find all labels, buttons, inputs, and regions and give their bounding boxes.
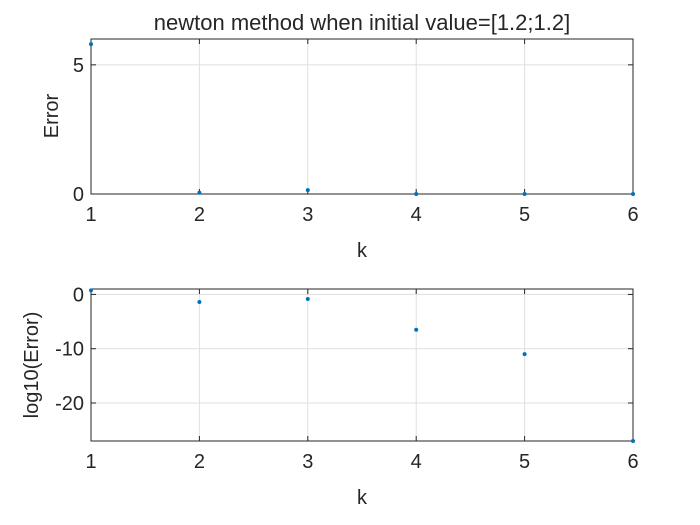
log-error-y-ticks: 0 -10 -20	[55, 284, 633, 415]
x-tick-label: 4	[411, 204, 422, 226]
log-error-x-ticks: 1 2 3 4 5 6	[85, 289, 639, 473]
x-tick-label: 6	[627, 204, 638, 226]
x-tick-label: 5	[519, 204, 530, 226]
x-tick-label: 3	[302, 451, 313, 473]
error-x-axis-label: k	[357, 240, 368, 262]
y-tick-label: 5	[73, 55, 84, 77]
y-tick-label: -20	[55, 393, 84, 415]
log-error-series	[89, 288, 635, 443]
log-error-x-axis-label: k	[357, 487, 368, 509]
data-point	[522, 192, 527, 196]
data-point	[197, 300, 202, 305]
log-error-plot-box	[90, 288, 634, 442]
data-point	[414, 327, 419, 332]
x-tick-label: 2	[194, 451, 205, 473]
data-point	[631, 439, 635, 443]
data-point	[305, 297, 310, 302]
data-point	[631, 192, 635, 196]
data-point	[197, 190, 202, 195]
chart-title: newton method when initial value=[1.2;1.…	[154, 10, 570, 35]
data-point	[414, 192, 419, 196]
x-tick-label: 4	[411, 451, 422, 473]
x-tick-label: 5	[519, 451, 530, 473]
error-y-ticks: 05	[73, 55, 633, 206]
y-tick-label: 0	[73, 184, 84, 206]
x-tick-label: 6	[627, 451, 638, 473]
error-y-axis-label: Error	[41, 93, 63, 138]
log-error-axes: 1 2 3 4 5 6 0 -10 -20 k log10(Error)	[21, 284, 639, 509]
data-point	[522, 352, 527, 357]
error-x-ticks: 1 2 3 4 5 6	[85, 39, 639, 226]
data-point	[89, 42, 93, 47]
log-error-y-axis-label: log10(Error)	[21, 312, 43, 419]
log-error-grid	[90, 289, 634, 441]
error-axes: newton method when initial value=[1.2;1.…	[41, 10, 639, 262]
y-tick-label: 0	[73, 284, 84, 306]
error-series	[89, 42, 635, 196]
data-point	[89, 288, 93, 293]
x-tick-label: 2	[194, 204, 205, 226]
error-plot-box	[90, 38, 634, 195]
y-tick-label: -10	[55, 339, 84, 361]
data-point	[305, 188, 310, 193]
x-tick-label: 1	[85, 204, 96, 226]
x-tick-label: 3	[302, 204, 313, 226]
x-tick-label: 1	[85, 451, 96, 473]
